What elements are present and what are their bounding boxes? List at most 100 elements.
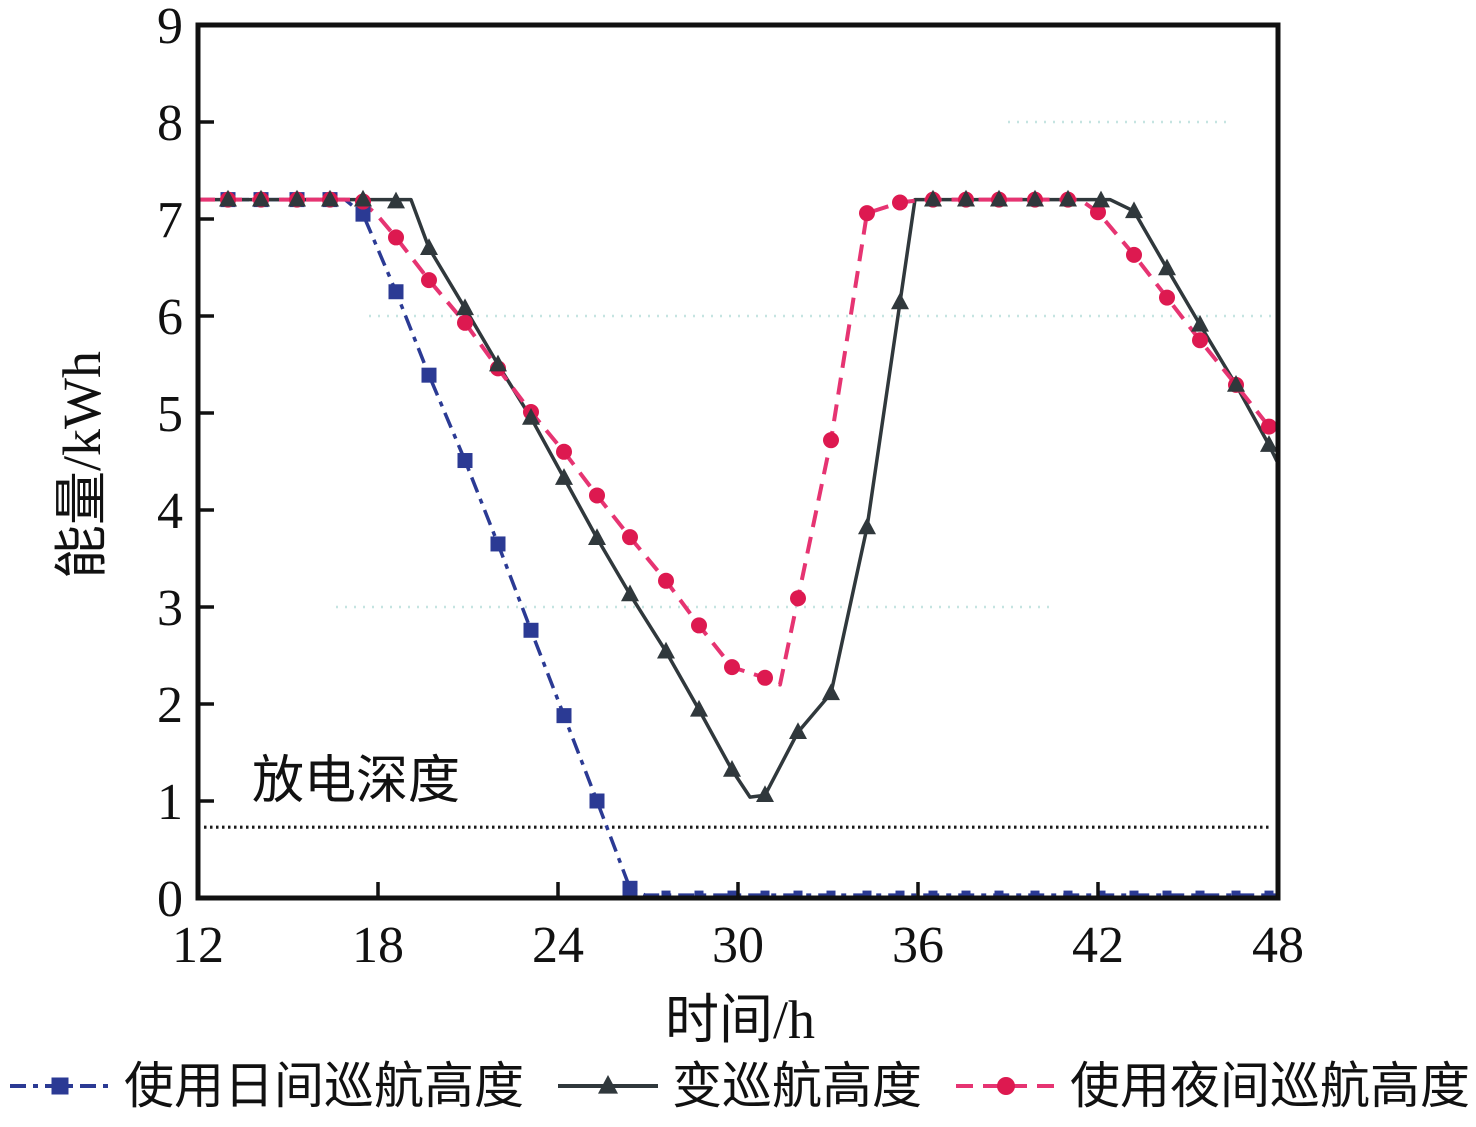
marker-circle	[1090, 204, 1106, 221]
x-tick-label-18: 18	[352, 917, 404, 974]
marker-triangle	[1059, 189, 1077, 207]
marker-square	[1129, 890, 1139, 900]
y-tick-label-5: 5	[157, 386, 183, 443]
x-tick-label-30: 30	[712, 917, 764, 974]
marker-triangle	[957, 189, 975, 207]
legend-sample-marker	[51, 1077, 69, 1095]
marker-triangle	[924, 189, 942, 207]
marker-triangle	[555, 468, 573, 485]
marker-circle	[724, 659, 740, 676]
marker-circle	[589, 487, 605, 504]
series-1-polyline	[198, 197, 1280, 799]
annotation-depth-of-discharge: 放电深度	[252, 753, 460, 810]
marker-square	[556, 708, 572, 724]
marker-triangle	[321, 189, 339, 207]
marker-circle	[691, 617, 707, 634]
marker-triangle	[891, 292, 909, 310]
marker-square	[1264, 890, 1274, 900]
marker-triangle	[522, 407, 540, 425]
marker-triangle	[354, 189, 372, 207]
y-tick-label-4: 4	[157, 483, 183, 540]
marker-square	[355, 206, 371, 222]
marker-triangle	[858, 517, 876, 535]
marker-triangle	[822, 683, 840, 701]
marker-square	[895, 890, 905, 900]
marker-square	[421, 367, 437, 383]
series-2-markers	[220, 191, 1277, 686]
marker-square	[388, 284, 404, 300]
marker-triangle	[690, 699, 708, 717]
legend-sample-marker	[598, 1075, 618, 1094]
marker-square	[523, 622, 539, 638]
marker-circle	[658, 572, 674, 589]
marker-circle	[457, 314, 473, 331]
legend-label-variable-cruise-altitude: 变巡航高度	[672, 1058, 922, 1114]
marker-triangle	[1026, 189, 1044, 207]
marker-triangle	[1191, 314, 1209, 332]
series-1-line	[198, 197, 1280, 799]
marker-circle	[1159, 289, 1175, 306]
marker-circle	[622, 529, 638, 546]
marker-square	[622, 880, 638, 896]
marker-square	[589, 793, 605, 809]
marker-circle	[859, 205, 875, 222]
marker-triangle	[387, 191, 405, 209]
marker-triangle	[1092, 190, 1110, 208]
marker-triangle	[723, 760, 741, 777]
marker-triangle	[1227, 374, 1245, 392]
marker-square	[1162, 890, 1172, 900]
marker-square	[694, 890, 704, 900]
marker-circle	[388, 229, 404, 246]
y-axis-title: 能量/kWh	[52, 351, 112, 579]
marker-triangle	[1260, 435, 1278, 452]
marker-triangle	[1158, 258, 1176, 276]
legend: 使用日间巡航高度 变巡航高度 使用夜间巡航高度	[0, 1048, 1476, 1124]
marker-circle	[1126, 246, 1142, 263]
marker-triangle	[456, 298, 474, 316]
marker-square	[1030, 890, 1040, 900]
marker-circle	[892, 194, 908, 211]
y-tick-label-9: 9	[157, 0, 183, 55]
marker-triangle	[420, 238, 438, 255]
marker-triangle	[1125, 201, 1143, 219]
y-tick-label-6: 6	[157, 289, 183, 346]
marker-circle	[757, 669, 773, 686]
x-tick-label-24: 24	[532, 917, 584, 974]
series-1-markers	[219, 189, 1278, 803]
marker-square	[661, 890, 671, 900]
marker-square	[1063, 890, 1073, 900]
marker-square	[928, 890, 938, 900]
marker-circle	[1192, 332, 1208, 349]
marker-square	[727, 890, 737, 900]
marker-triangle	[990, 189, 1008, 207]
y-tick-label-8: 8	[157, 95, 183, 152]
series-2-polyline	[198, 197, 1279, 687]
x-tick-label-42: 42	[1072, 917, 1124, 974]
marker-triangle	[252, 189, 270, 207]
y-tick-label-7: 7	[157, 192, 183, 249]
marker-square	[826, 890, 836, 900]
y-tick-label-3: 3	[157, 580, 183, 637]
marker-circle	[421, 272, 437, 289]
marker-triangle	[219, 189, 237, 207]
marker-triangle	[789, 722, 807, 739]
marker-square	[793, 890, 803, 900]
marker-square	[457, 453, 473, 469]
series-2-line	[198, 197, 1279, 687]
marker-square	[760, 890, 770, 900]
marker-square	[994, 890, 1004, 900]
marker-square	[1195, 890, 1205, 900]
marker-triangle	[756, 785, 774, 803]
marker-square	[1231, 890, 1241, 900]
x-tick-label-12: 12	[172, 917, 224, 974]
y-tick-label-0: 0	[157, 871, 183, 928]
legend-item-night-cruise-altitude: 使用夜间巡航高度	[952, 1061, 1470, 1111]
legend-sample-marker	[997, 1077, 1015, 1095]
legend-sample-solid-triangle-icon	[558, 1075, 658, 1094]
legend-sample-dashed-circle-icon	[956, 1077, 1056, 1095]
legend-sample-dashdot-square-icon	[10, 1077, 110, 1095]
marker-circle	[823, 432, 839, 449]
